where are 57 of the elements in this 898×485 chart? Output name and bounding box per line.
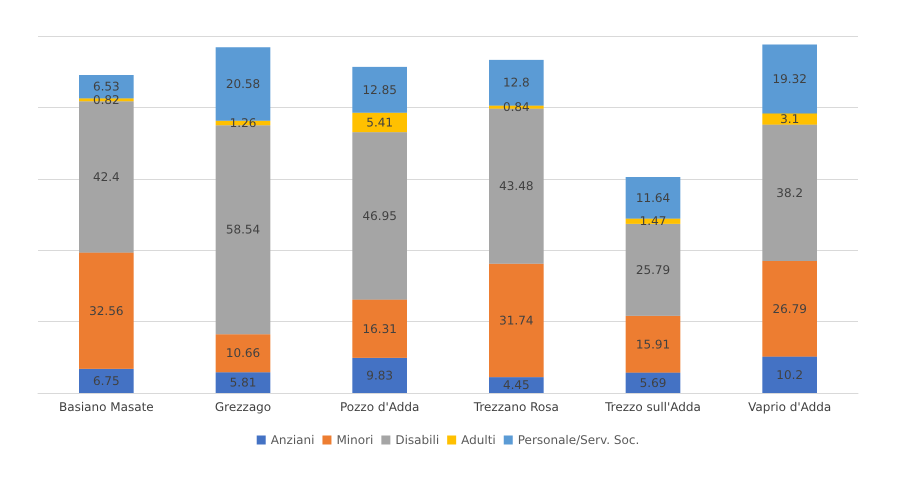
data-label: 6.53	[92, 80, 120, 94]
data-label: 38.2	[776, 186, 804, 200]
legend-label: Minori	[336, 433, 374, 447]
x-tick-label: Pozzo d'Adda	[340, 400, 420, 414]
bar	[352, 300, 407, 358]
bar	[626, 316, 680, 373]
data-label: 5.69	[640, 376, 666, 390]
bar	[79, 252, 134, 369]
data-label: 43.48	[499, 179, 534, 194]
data-label: 58.54	[226, 222, 260, 237]
x-tick-label: Basiano Masate	[58, 400, 154, 414]
x-tick-label: Vaprio d'Adda	[748, 400, 832, 414]
data-label: 6.75	[92, 374, 120, 388]
data-label: 9.83	[366, 368, 394, 382]
legend-label: Personale/Serv. Soc.	[518, 433, 640, 447]
data-label: 12.8	[502, 76, 530, 90]
bar	[216, 334, 270, 372]
data-label: 4.45	[502, 378, 530, 392]
data-label: 15.91	[636, 337, 670, 352]
bar	[762, 260, 817, 357]
legend-label: Anziani	[270, 433, 314, 447]
bar	[352, 358, 407, 393]
data-label: 42.4	[92, 170, 120, 184]
bar	[762, 44, 817, 114]
bar	[489, 264, 544, 378]
x-tick-label: Trezzano Rosa	[472, 400, 559, 414]
data-label: 12.85	[362, 82, 397, 97]
data-label: 0.84	[502, 100, 530, 114]
data-label: 46.95	[362, 208, 397, 223]
x-tick-label: Trezzo sull'Adda	[604, 400, 701, 414]
data-label: 32.56	[89, 304, 124, 318]
bar	[762, 356, 817, 393]
data-label: 3.1	[780, 112, 800, 126]
data-label: 25.79	[636, 262, 670, 277]
data-label: 10.66	[226, 346, 260, 360]
data-label: 5.41	[366, 115, 394, 130]
data-label: 11.64	[636, 190, 670, 205]
data-label: 26.79	[772, 302, 807, 316]
bar	[216, 372, 270, 393]
data-label: 0.82	[92, 92, 120, 107]
bar	[352, 112, 407, 132]
data-label: 10.2	[776, 368, 804, 382]
x-tick-label: Grezzago	[214, 400, 272, 414]
bar	[79, 368, 134, 393]
legend-label: Adulti	[461, 433, 496, 447]
data-label: 5.81	[230, 376, 256, 390]
legend-label: Disabili	[395, 433, 440, 447]
bar	[762, 124, 817, 261]
bar	[626, 224, 680, 316]
bar	[352, 132, 407, 300]
data-label: 19.32	[772, 72, 807, 86]
bar	[626, 372, 680, 393]
data-label: 31.74	[499, 313, 534, 328]
data-label: 20.58	[226, 76, 260, 91]
data-label: 16.31	[362, 322, 397, 336]
bar	[352, 66, 407, 113]
bar	[762, 114, 817, 125]
